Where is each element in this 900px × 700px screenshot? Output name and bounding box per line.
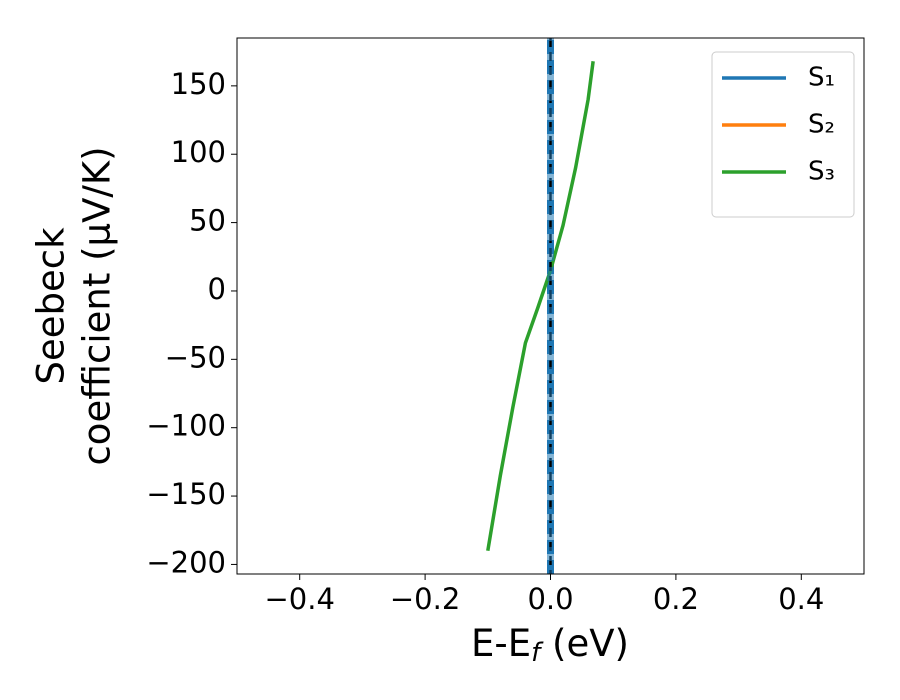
x-tick-label: −0.2 <box>390 582 460 616</box>
y-tick-label: 0 <box>208 272 226 306</box>
x-tick-label: 0.0 <box>527 582 573 616</box>
y-tick-label: 50 <box>189 204 226 238</box>
y-tick-label: −150 <box>146 477 226 511</box>
y-label-line: coefficient (μV/K) <box>76 146 119 465</box>
x-label-rest: (eV) <box>540 622 629 665</box>
x-label-main: E-E <box>471 622 531 665</box>
y-tick-label: −200 <box>146 545 226 579</box>
legend-box <box>711 51 855 218</box>
x-tick-label: 0.4 <box>778 582 824 616</box>
y-tick-label: 150 <box>171 67 226 101</box>
y-tick-label: 100 <box>171 135 226 169</box>
legend-label: S₁ <box>808 63 835 93</box>
x-tick-label: −0.4 <box>264 582 334 616</box>
x-axis-label: E-Ef (eV) <box>471 622 629 668</box>
legend-label: S₃ <box>808 157 835 187</box>
y-tick-label: −100 <box>146 409 226 443</box>
y-label-line: Seebeck <box>30 227 73 385</box>
y-tick-label: −50 <box>165 340 226 374</box>
series-line <box>486 61 595 552</box>
legend-label: S₂ <box>808 110 835 140</box>
y-axis-label: Seebeck coefficient (μV/K) <box>30 146 119 465</box>
plot-frame <box>236 37 865 575</box>
plot <box>486 38 595 574</box>
x-tick-label: 0.2 <box>653 582 699 616</box>
